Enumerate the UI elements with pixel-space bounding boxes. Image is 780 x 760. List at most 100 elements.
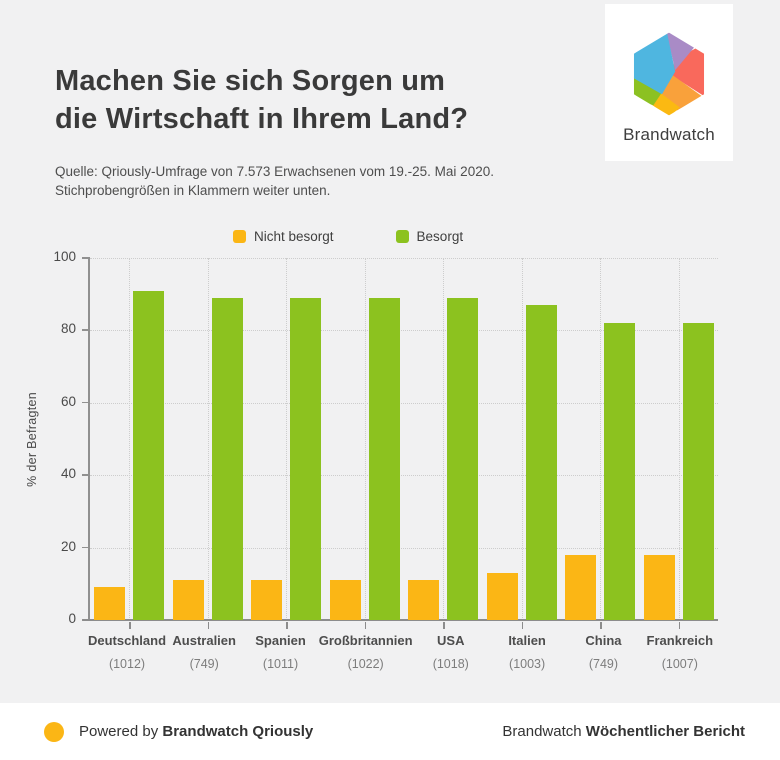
qriously-dot-icon <box>44 721 64 742</box>
gridline-vertical <box>521 258 523 620</box>
gridline-horizontal <box>90 330 718 332</box>
gridline-vertical <box>443 258 445 620</box>
gridline-vertical <box>364 258 366 620</box>
x-axis-label: Deutschland (1012) <box>88 633 166 671</box>
footer-bar: Powered by Brandwatch Qriously Brandwatc… <box>0 703 780 760</box>
x-axis-tick <box>129 622 131 629</box>
bar-nicht-besorgt <box>329 580 361 620</box>
gridline-vertical <box>207 258 209 620</box>
y-axis-tick-label: 40 <box>60 466 76 482</box>
bar-group-china <box>561 258 640 620</box>
bar-nicht-besorgt <box>172 580 204 620</box>
country-label: China <box>585 633 622 648</box>
bar-besorgt <box>290 297 322 620</box>
y-axis-tick-label: 60 <box>60 393 76 409</box>
gridline-horizontal <box>90 258 718 259</box>
country-label: Spanien <box>255 633 306 648</box>
bar-nicht-besorgt <box>408 580 440 620</box>
legend-item-nicht-besorgt: Nicht besorgt <box>233 229 334 244</box>
bar-nicht-besorgt <box>251 580 283 620</box>
bar-besorgt <box>525 305 557 620</box>
legend-label: Nicht besorgt <box>254 229 334 244</box>
bar-nicht-besorgt <box>643 554 675 620</box>
title-line-1: Machen Sie sich Sorgen um <box>55 65 446 97</box>
footer-report-title: Brandwatch Wöchentlicher Bericht <box>502 723 745 740</box>
y-axis-title: % der Befragten <box>25 391 39 487</box>
country-label: Deutschland <box>88 633 167 648</box>
brandwatch-wordmark: Brandwatch <box>623 125 715 144</box>
x-axis-tick <box>364 622 367 629</box>
x-axis-tick <box>207 622 210 629</box>
title-line-2: die Wirtschaft in Ihrem Land? <box>55 103 469 135</box>
x-axis-label: China (749) <box>565 633 641 671</box>
bar-groups <box>90 258 718 620</box>
bar-group-usa <box>404 258 483 620</box>
bar-nicht-besorgt <box>565 554 597 620</box>
bar-group-australien <box>169 258 248 620</box>
legend-swatch-green <box>395 230 409 243</box>
y-axis-tick <box>82 474 90 476</box>
y-axis-tick-label: 0 <box>68 611 76 626</box>
gridline-horizontal <box>90 475 718 477</box>
gridline-vertical <box>286 258 288 620</box>
gridline-vertical <box>678 258 680 620</box>
y-axis-tick <box>82 546 90 549</box>
x-axis-label: Spanien (1011) <box>242 633 318 671</box>
y-axis-tick-label: 20 <box>60 538 76 554</box>
y-axis-tick-label: 80 <box>60 321 76 337</box>
bar-besorgt <box>368 297 400 620</box>
country-label: Großbritannien <box>318 633 413 648</box>
x-axis-tick <box>678 622 681 629</box>
source-line-1: Quelle: Qriously-Umfrage von 7.573 Erwac… <box>55 164 494 179</box>
source-line-2: Stichprobengrößen in Klammern weiter unt… <box>55 183 331 198</box>
sample-size-label: (749) <box>189 657 219 671</box>
x-axis-label: Australien (749) <box>166 633 242 671</box>
bar-besorgt <box>604 323 636 620</box>
x-axis-labels: Deutschland (1012) Australien (749) Spanien (… <box>88 633 718 671</box>
bar-group-deutschland <box>90 258 169 620</box>
x-axis-tick <box>521 622 524 629</box>
y-axis-tick <box>82 329 90 331</box>
x-axis-tick <box>286 622 288 629</box>
legend-item-besorgt: Besorgt <box>395 229 464 244</box>
bar-group-spanien <box>247 258 326 620</box>
sample-size-label: (1007) <box>661 657 698 671</box>
bar-group-grobritannien <box>326 258 405 620</box>
gridline-horizontal <box>90 402 718 404</box>
sample-size-label: (1012) <box>108 657 146 671</box>
legend-swatch-orange <box>233 230 246 243</box>
x-axis-label: Frankreich (1007) <box>642 633 718 671</box>
sample-size-label: (1018) <box>432 657 469 671</box>
x-axis-label: Italien (1003) <box>489 633 565 671</box>
brandwatch-hexagon-icon <box>633 32 705 116</box>
page-title: Machen Sie sich Sorgen um die Wirtschaft… <box>55 62 468 138</box>
footer-powered-text: Powered by Brandwatch Qriously <box>79 723 314 740</box>
chart-legend: Nicht besorgt Besorgt <box>233 229 463 244</box>
sample-size-label: (1022) <box>347 657 384 671</box>
x-axis-line <box>83 619 718 621</box>
x-axis-label: Großbritannien (1022) <box>319 633 413 671</box>
y-axis-tick <box>82 257 90 259</box>
sample-size-label: (1011) <box>262 657 299 671</box>
x-axis-tick <box>600 622 602 629</box>
sample-size-label: (1003) <box>509 657 546 671</box>
brandwatch-logo-card: Brandwatch <box>605 4 733 161</box>
y-axis-tick <box>82 401 90 404</box>
country-label: Australien <box>172 633 236 648</box>
x-axis-tick <box>443 622 445 629</box>
bar-besorgt <box>447 297 479 620</box>
legend-label: Besorgt <box>416 229 464 244</box>
y-axis-tick-label: 100 <box>53 249 76 264</box>
bar-group-italien <box>483 258 562 620</box>
sample-size-label: (749) <box>588 657 619 671</box>
plot-area: 0 20 40 60 80 100 <box>53 249 718 629</box>
bar-besorgt <box>211 297 243 620</box>
bar-group-frankreich <box>640 258 719 620</box>
country-label: Frankreich <box>646 633 714 648</box>
country-label: Italien <box>508 633 546 648</box>
gridline-horizontal <box>90 547 718 549</box>
source-note: Quelle: Qriously-Umfrage von 7.573 Erwac… <box>55 162 494 200</box>
bar-besorgt <box>133 290 165 620</box>
bar-nicht-besorgt <box>486 572 518 620</box>
